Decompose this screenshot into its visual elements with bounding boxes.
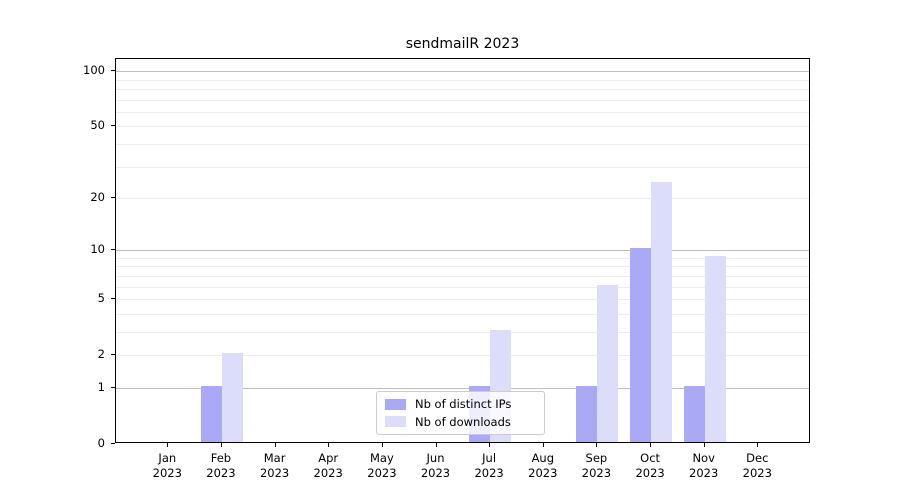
x-tick-label-dec: Dec 2023	[742, 451, 772, 480]
gridline-minor-7	[116, 275, 809, 277]
y-tick-10	[111, 249, 115, 251]
legend-swatch-distinct-ips	[385, 398, 406, 410]
gridline-minor-60	[116, 111, 809, 113]
gridline-minor-5	[116, 299, 809, 300]
gridline-minor-30	[116, 166, 809, 168]
gridline-major-1	[116, 387, 809, 389]
y-tick-label-50: 50	[90, 118, 105, 133]
y-tick-50	[111, 125, 115, 127]
x-tick-jul	[489, 443, 491, 447]
plot-area: Nb of distinct IPs Nb of downloads	[115, 58, 810, 443]
x-tick-label-jun: Jun 2023	[420, 451, 451, 480]
y-tick-label-10: 10	[90, 242, 105, 257]
chart-title: sendmailR 2023	[405, 36, 520, 52]
gridline-minor-90	[116, 79, 809, 81]
y-tick-20	[111, 196, 115, 198]
bars-layer	[116, 59, 809, 442]
gridline-major-100	[116, 71, 809, 73]
x-tick-nov	[703, 443, 705, 447]
gridline-minor-40	[116, 143, 809, 145]
x-tick-label-mar: Mar 2023	[259, 451, 290, 480]
x-tick-label-feb: Feb 2023	[206, 451, 236, 480]
gridline-major-10	[116, 250, 809, 252]
bar-downloads-nov	[704, 255, 726, 442]
legend-swatch-downloads	[385, 416, 406, 428]
y-tick-label-2: 2	[97, 346, 105, 361]
y-tick-label-5: 5	[97, 291, 105, 305]
bar-ips-feb	[200, 385, 222, 442]
x-tick-sep	[596, 443, 598, 447]
legend-label-downloads: Nb of downloads	[415, 414, 511, 429]
x-tick-label-sep: Sep 2023	[581, 451, 612, 480]
gridline-minor-50	[116, 126, 809, 128]
gridline-minor-3	[116, 331, 809, 333]
bar-downloads-sep	[597, 284, 619, 442]
y-tick-5	[111, 298, 115, 299]
x-tick-jan	[167, 443, 169, 447]
gridline-minor-70	[116, 99, 809, 101]
legend: Nb of distinct IPs Nb of downloads	[376, 391, 545, 435]
bar-ips-oct	[630, 248, 652, 442]
x-tick-label-oct: Oct 2023	[635, 451, 665, 480]
y-tick-label-1: 1	[97, 379, 105, 394]
x-tick-label-aug: Aug 2023	[528, 451, 558, 480]
x-tick-label-nov: Nov 2023	[689, 451, 719, 480]
y-tick-1	[111, 386, 115, 388]
x-tick-oct	[650, 443, 652, 447]
gridline-minor-4	[116, 313, 809, 315]
x-tick-jun	[435, 443, 437, 447]
x-tick-label-jan: Jan 2023	[152, 451, 182, 480]
x-tick-mar	[274, 443, 276, 447]
gridline-minor-8	[116, 266, 809, 268]
x-tick-label-jul: Jul 2023	[474, 451, 504, 480]
gridline-minor-9	[116, 257, 809, 259]
gridline-minor-20	[116, 197, 809, 199]
bar-downloads-oct	[651, 181, 673, 442]
x-tick-label-apr: Apr 2023	[313, 451, 343, 480]
x-tick-may	[381, 443, 383, 447]
gridline-minor-80	[116, 89, 809, 90]
y-tick-0	[111, 442, 115, 444]
bar-ips-nov	[683, 385, 705, 442]
x-tick-aug	[542, 443, 544, 447]
y-tick-2	[111, 353, 115, 355]
x-tick-feb	[220, 443, 222, 447]
y-tick-label-0: 0	[97, 435, 105, 450]
bar-ips-sep	[576, 385, 598, 442]
x-tick-dec	[757, 443, 759, 447]
y-tick-label-100: 100	[83, 63, 105, 78]
gridline-minor-6	[116, 286, 809, 288]
legend-entry-distinct-ips: Nb of distinct IPs	[385, 397, 538, 411]
bar-downloads-feb	[221, 352, 243, 442]
x-tick-label-may: May 2023	[367, 451, 397, 480]
legend-entry-downloads: Nb of downloads	[385, 415, 538, 429]
y-tick-label-20: 20	[90, 189, 105, 204]
legend-label-distinct-ips: Nb of distinct IPs	[415, 397, 512, 412]
x-tick-apr	[328, 443, 330, 447]
y-tick-100	[111, 70, 115, 72]
gridline-minor-2	[116, 354, 809, 356]
gridlines-layer	[116, 59, 809, 442]
